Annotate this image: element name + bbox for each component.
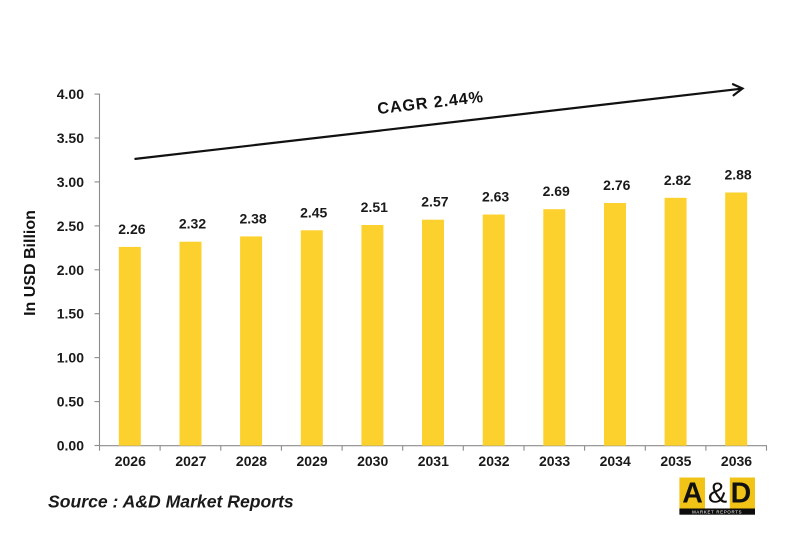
svg-text:2028: 2028 — [236, 453, 267, 469]
svg-text:3.50: 3.50 — [57, 130, 84, 146]
svg-text:2.82: 2.82 — [664, 172, 691, 188]
svg-text:0.50: 0.50 — [57, 394, 84, 410]
svg-text:2.51: 2.51 — [361, 199, 388, 215]
svg-text:D: D — [731, 478, 752, 510]
svg-text:2035: 2035 — [660, 453, 691, 469]
svg-text:1.50: 1.50 — [57, 306, 84, 322]
svg-text:2.00: 2.00 — [57, 262, 84, 278]
svg-text:2.88: 2.88 — [724, 167, 751, 183]
svg-text:2026: 2026 — [115, 453, 146, 469]
svg-text:1.00: 1.00 — [57, 350, 84, 366]
svg-text:2.76: 2.76 — [603, 177, 630, 193]
svg-text:2036: 2036 — [721, 453, 752, 469]
svg-text:0.00: 0.00 — [57, 438, 84, 454]
svg-text:2.50: 2.50 — [57, 218, 84, 234]
svg-text:A: A — [682, 478, 703, 510]
svg-text:2.32: 2.32 — [179, 216, 206, 232]
svg-text:3.00: 3.00 — [57, 174, 84, 190]
svg-text:&: & — [708, 478, 727, 510]
svg-text:2.63: 2.63 — [482, 189, 509, 205]
svg-text:2034: 2034 — [600, 453, 631, 469]
svg-text:2033: 2033 — [539, 453, 570, 469]
svg-text:2.26: 2.26 — [118, 221, 145, 237]
svg-text:2.45: 2.45 — [300, 204, 327, 220]
svg-text:In USD Billion: In USD Billion — [22, 210, 39, 316]
svg-text:MARKET REPORTS: MARKET REPORTS — [692, 509, 742, 514]
svg-text:2030: 2030 — [357, 453, 388, 469]
svg-text:Source : A&D Market Reports: Source : A&D Market Reports — [48, 492, 294, 512]
svg-text:4.00: 4.00 — [57, 86, 84, 102]
svg-text:2027: 2027 — [175, 453, 206, 469]
svg-text:2.69: 2.69 — [543, 183, 570, 199]
svg-text:2.38: 2.38 — [239, 210, 266, 226]
svg-text:2032: 2032 — [478, 453, 509, 469]
svg-text:2031: 2031 — [418, 453, 449, 469]
svg-text:2029: 2029 — [297, 453, 328, 469]
svg-text:2.57: 2.57 — [421, 194, 448, 210]
